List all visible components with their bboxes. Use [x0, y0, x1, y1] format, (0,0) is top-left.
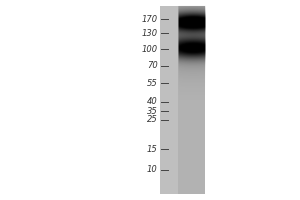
- Text: 25: 25: [147, 116, 158, 124]
- Text: 130: 130: [141, 28, 158, 38]
- Text: 70: 70: [147, 62, 158, 71]
- Text: 40: 40: [147, 98, 158, 106]
- Text: 15: 15: [147, 144, 158, 154]
- Text: 55: 55: [147, 78, 158, 88]
- Text: 170: 170: [141, 15, 158, 23]
- Text: 10: 10: [147, 166, 158, 174]
- Text: 35: 35: [147, 106, 158, 116]
- Text: 100: 100: [141, 45, 158, 53]
